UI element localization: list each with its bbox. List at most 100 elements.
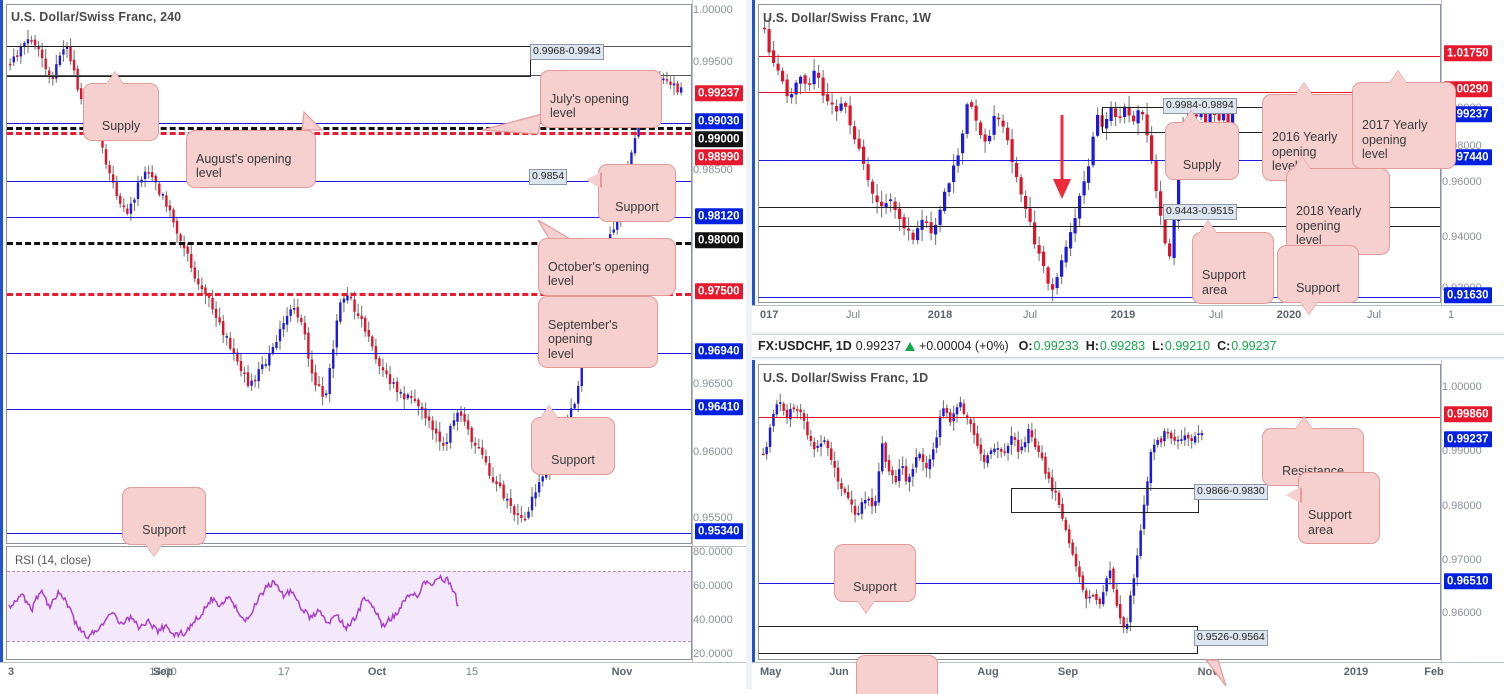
x-axis-h4[interactable]: 3 14:00 Sep Sep 17 Oct 15 Nov bbox=[0, 662, 746, 689]
quote-high: 0.99283 bbox=[1099, 339, 1146, 353]
rsi-plot-h4[interactable]: RSI (14, close) bbox=[6, 546, 692, 660]
x-tick: 14:00 bbox=[149, 666, 177, 678]
chart-panel-h4[interactable]: U.S. Dollar/Swiss Franc, 240 bbox=[0, 0, 746, 689]
x-tick: 3 bbox=[8, 666, 15, 678]
callout-text: Support area bbox=[1308, 508, 1352, 537]
callout-support-d1[interactable]: Support bbox=[834, 544, 916, 614]
level-0-97500 bbox=[7, 293, 691, 296]
callout-august-open-h4[interactable]: August's opening level bbox=[186, 130, 316, 188]
triangle-up-icon bbox=[904, 341, 915, 351]
rsi-line bbox=[8, 573, 459, 640]
callout-support-area-d1[interactable]: Support area bbox=[1286, 472, 1380, 544]
y-tick-rsi: 40.0000 bbox=[693, 614, 733, 626]
callout-pointer-bottom-d1 bbox=[1204, 659, 1227, 687]
level-0-99000 bbox=[7, 127, 691, 130]
callout-text: October's opening level bbox=[548, 259, 650, 289]
callout-2017-yearly-w1[interactable]: 2017 Yearly opening level bbox=[1352, 69, 1456, 169]
y-axis-d1[interactable]: 1.00000 0.99000 0.98000 0.97000 0.96000 … bbox=[1441, 360, 1504, 662]
y-tick: 0.98500 bbox=[693, 164, 733, 176]
price-tag-0-95340: 0.95340 bbox=[695, 523, 743, 539]
x-tick: 15 bbox=[465, 666, 479, 678]
price-tag-0-98000: 0.98000 bbox=[695, 232, 743, 248]
price-tag-0-99860: 0.99860 bbox=[1444, 406, 1492, 422]
callout-july-open-h4[interactable]: July's opening level bbox=[540, 70, 662, 128]
level-1-01750 bbox=[759, 56, 1440, 57]
callout-2018-yearly-w1[interactable]: 2018 Yearly opening level bbox=[1286, 155, 1390, 255]
callout-support-area-w1[interactable]: Support area bbox=[1192, 219, 1274, 304]
callout-support-mid-h4[interactable]: Support bbox=[531, 404, 615, 475]
x-tick: 2019 bbox=[1110, 309, 1136, 321]
callout-support-low-h4[interactable]: Support bbox=[122, 487, 206, 557]
x-tick: Jul bbox=[1366, 309, 1382, 321]
price-tag-0-91630: 0.91630 bbox=[1444, 287, 1492, 303]
support-zone-tag-d1: 0.9866-0.9830 bbox=[1194, 484, 1268, 500]
y-tick-rsi: 60.0000 bbox=[693, 580, 733, 592]
price-tag-0-96410: 0.96410 bbox=[695, 399, 743, 415]
level-0-96510 bbox=[759, 583, 1440, 584]
panel-divider bbox=[746, 0, 752, 689]
y-tick-rsi: 20.0000 bbox=[693, 648, 733, 660]
callout-text: 2017 Yearly opening level bbox=[1362, 118, 1428, 161]
quote-symbol: FX:USDCHF, 1D bbox=[758, 339, 852, 353]
callout-supply-h4[interactable]: Supply bbox=[83, 70, 159, 141]
zone-bottom-line-h4 bbox=[7, 75, 691, 76]
callout-support-0-9854[interactable]: Support bbox=[586, 164, 676, 222]
x-tick: 2019 bbox=[1343, 666, 1369, 678]
y-tick: 0.96000 bbox=[1442, 176, 1482, 188]
level-0-96940 bbox=[7, 353, 691, 354]
left-accent-bar bbox=[0, 0, 3, 662]
callout-october-open-h4[interactable]: October's opening level bbox=[538, 238, 676, 296]
quote-open: 0.99233 bbox=[1033, 339, 1079, 353]
support-zone-tag-w1: 0.9443-0.9515 bbox=[1163, 204, 1237, 220]
x-tick: Feb bbox=[1424, 666, 1444, 678]
candles-d1 bbox=[762, 393, 1204, 634]
y-tick: 0.99000 bbox=[1442, 445, 1482, 457]
level-0-99860 bbox=[759, 417, 1440, 418]
callout-supply-w1[interactable]: Supply bbox=[1165, 109, 1239, 180]
quote-close: 0.99237 bbox=[1231, 339, 1277, 353]
y-tick: 0.96000 bbox=[1442, 607, 1482, 619]
price-tag-0-99030: 0.99030 bbox=[695, 113, 743, 129]
level-0-98120 bbox=[7, 217, 691, 218]
level-0-98000 bbox=[7, 242, 691, 245]
price-tag-0-99237-d1: 0.99237 bbox=[1444, 431, 1492, 447]
x-tick: Jul bbox=[1022, 309, 1038, 321]
level-0-99030 bbox=[7, 123, 691, 124]
callout-text: 2018 Yearly opening level bbox=[1296, 204, 1362, 247]
callout-text: August's opening level bbox=[196, 151, 292, 181]
chart-title-d1: U.S. Dollar/Swiss Franc, 1D bbox=[763, 371, 929, 385]
callout-support-w1[interactable]: Support bbox=[1277, 245, 1359, 315]
x-axis-w1[interactable]: 017 Jul 2018 Jul 2019 Jul 2020 Jul 1 bbox=[752, 305, 1504, 332]
y-tick: 0.96500 bbox=[693, 378, 733, 390]
x-tick: Sep bbox=[152, 666, 174, 678]
quote-close-label: C: bbox=[1217, 339, 1231, 353]
callout-2016-yearly-w1[interactable]: 2016 Yearly opening level bbox=[1262, 81, 1364, 181]
y-axis-h4[interactable]: 1.00000 0.99500 0.98500 0.96500 0.96000 … bbox=[692, 0, 746, 662]
level-0-95340 bbox=[7, 533, 691, 534]
chart-panel-w1[interactable]: U.S. Dollar/Swiss Franc, 1W 1.00000 0.98… bbox=[752, 0, 1504, 332]
callout-text: Support bbox=[615, 200, 659, 214]
callout-text: Support bbox=[142, 523, 186, 537]
support-zone-low-tag-d1: 0.9526-0.9564 bbox=[1194, 630, 1268, 646]
x-tick: 017 bbox=[760, 309, 779, 321]
y-tick: 0.96000 bbox=[693, 446, 733, 458]
callout-partial-bottom-d1[interactable] bbox=[856, 655, 938, 694]
callout-text: Supply bbox=[1182, 158, 1222, 172]
callout-text: September's opening level bbox=[548, 317, 618, 361]
zone-value-tag-h4: 0.9968-0.9943 bbox=[530, 44, 604, 60]
x-tick: Aug bbox=[977, 666, 999, 678]
x-tick: 1 bbox=[1447, 309, 1455, 321]
level-0-97440-w1 bbox=[759, 160, 1440, 161]
rsi-band bbox=[7, 571, 691, 641]
price-tag-0-96940: 0.96940 bbox=[695, 343, 743, 359]
x-tick: Oct bbox=[367, 666, 387, 678]
left-accent-bar-w1 bbox=[752, 0, 755, 305]
chart-panel-d1[interactable]: U.S. Dollar/Swiss Franc, 1D 1.00000 0.99… bbox=[752, 360, 1504, 694]
callout-september-open-h4[interactable]: September's opening level bbox=[538, 296, 658, 368]
y-tick-rsi: 80.0000 bbox=[693, 546, 733, 558]
support-value-tag-h4: 0.9854 bbox=[529, 169, 568, 185]
callout-text: Support area bbox=[1202, 268, 1246, 297]
quote-status-bar[interactable]: FX:USDCHF, 1D 0.99237 +0.00004 (+0%) O: … bbox=[752, 334, 1504, 358]
rsi-legend: RSI (14, close) bbox=[15, 555, 92, 567]
